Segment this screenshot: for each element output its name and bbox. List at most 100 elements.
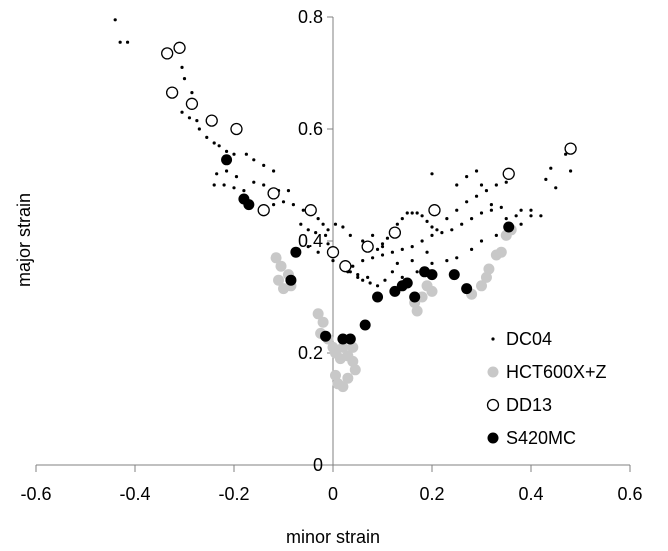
- data-point: [428, 204, 441, 217]
- legend-label: S420MC: [506, 428, 576, 448]
- data-point: [554, 186, 558, 190]
- data-point: [113, 18, 117, 22]
- data-point: [349, 364, 361, 376]
- y-axis-title: major strain: [14, 193, 34, 287]
- data-point: [504, 217, 508, 221]
- data-point: [400, 247, 404, 251]
- data-point: [326, 246, 340, 259]
- data-point: [380, 242, 385, 246]
- data-point: [489, 203, 493, 207]
- data-point: [476, 280, 487, 292]
- data-point: [430, 225, 434, 229]
- x-tick-label: 0.2: [419, 484, 444, 504]
- data-point: [359, 319, 371, 331]
- data-point: [415, 211, 419, 215]
- data-point: [205, 135, 209, 139]
- y-tick-label: 0: [313, 455, 323, 475]
- data-point: [479, 211, 484, 215]
- data-point: [262, 163, 266, 167]
- data-point: [361, 278, 365, 282]
- data-point: [445, 259, 449, 263]
- data-point: [275, 260, 287, 272]
- y-tick-label: 0.8: [298, 7, 323, 27]
- data-point: [347, 355, 359, 367]
- data-point: [232, 186, 236, 190]
- data-point: [460, 222, 464, 226]
- data-point: [450, 228, 454, 232]
- data-point: [270, 252, 282, 264]
- x-axis-title: minor strain: [286, 527, 380, 547]
- data-point: [385, 236, 390, 240]
- data-point: [252, 158, 256, 162]
- data-point: [234, 175, 239, 179]
- data-point: [329, 369, 341, 381]
- data-point: [291, 203, 295, 207]
- data-point: [339, 260, 352, 273]
- data-point: [371, 233, 375, 237]
- data-point: [272, 169, 276, 173]
- data-point: [182, 77, 187, 81]
- data-point: [380, 253, 385, 257]
- legend-label: DD13: [506, 395, 552, 415]
- data-point: [479, 183, 484, 187]
- data-point: [165, 86, 179, 99]
- data-point: [425, 219, 429, 223]
- data-point: [161, 47, 174, 60]
- data-point: [430, 233, 434, 237]
- data-point: [232, 152, 236, 156]
- data-point: [337, 381, 349, 393]
- data-point: [361, 239, 365, 243]
- data-point: [185, 97, 199, 110]
- data-point: [470, 247, 474, 251]
- data-point: [281, 200, 286, 204]
- data-point: [483, 263, 495, 275]
- data-point: [455, 256, 459, 260]
- data-point: [489, 208, 493, 212]
- data-point: [205, 114, 218, 127]
- series-dc04: [113, 18, 573, 288]
- data-point: [519, 208, 523, 212]
- data-point: [390, 250, 394, 254]
- data-point: [257, 204, 270, 217]
- legend-marker: [491, 337, 495, 341]
- data-point: [519, 222, 523, 226]
- data-point: [314, 231, 318, 235]
- data-point: [479, 239, 484, 243]
- data-point: [316, 217, 320, 221]
- data-point: [286, 189, 291, 193]
- data-point: [304, 204, 317, 217]
- data-point: [326, 242, 330, 246]
- data-point: [230, 122, 243, 136]
- data-point: [356, 275, 360, 279]
- data-point: [344, 333, 356, 345]
- data-point: [316, 250, 320, 254]
- data-point: [503, 221, 515, 233]
- data-point: [502, 167, 515, 180]
- data-point: [448, 269, 460, 281]
- data-point: [341, 225, 345, 229]
- data-point: [401, 277, 413, 289]
- data-point: [242, 189, 246, 193]
- data-point: [267, 187, 280, 200]
- data-point: [306, 228, 310, 232]
- y-tick-label: 0.2: [298, 343, 323, 363]
- legend-label: HCT600X+Z: [506, 362, 607, 382]
- data-point: [224, 149, 229, 153]
- y-tick-label: 0.4: [298, 231, 323, 251]
- data-point: [361, 259, 365, 263]
- data-point: [411, 305, 423, 317]
- data-point: [125, 40, 130, 44]
- data-point: [312, 308, 324, 320]
- data-point: [375, 247, 380, 251]
- data-point: [290, 246, 302, 258]
- data-point: [420, 239, 424, 243]
- data-point: [410, 259, 414, 263]
- data-point: [426, 285, 438, 297]
- data-point: [564, 152, 568, 156]
- data-point: [361, 240, 374, 253]
- data-point: [395, 261, 399, 265]
- data-point: [262, 183, 266, 187]
- legend-marker: [487, 366, 499, 378]
- y-tick-label: 0.6: [298, 119, 323, 139]
- data-point: [243, 199, 255, 211]
